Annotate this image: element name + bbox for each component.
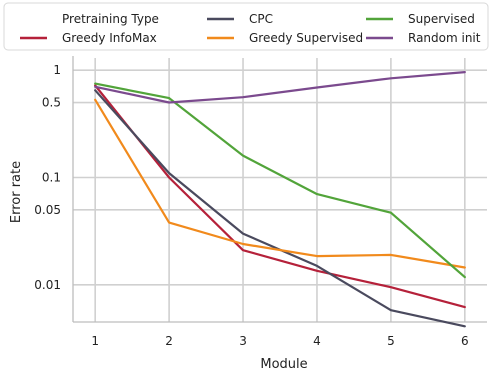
series-line-supervised — [94, 82, 466, 279]
x-tick-label: 3 — [239, 334, 247, 348]
y-tick-label: 1 — [53, 63, 61, 77]
x-axis-title: Module — [260, 357, 307, 372]
x-tick-label: 2 — [165, 334, 173, 348]
series-lines — [94, 70, 466, 328]
legend-entry: Greedy InfoMax — [62, 31, 157, 45]
series-line-random-init — [94, 70, 466, 104]
legend-entry: CPC — [249, 12, 273, 26]
legend-entry: Greedy Supervised — [249, 31, 363, 45]
y-axis-title: Error rate — [9, 161, 24, 223]
legend-title: Pretraining Type — [62, 12, 159, 26]
series-line-greedy-supervised — [94, 98, 466, 269]
x-tick-label: 1 — [91, 334, 99, 348]
legend-entry: Random init — [408, 31, 481, 45]
x-tick-label: 5 — [387, 334, 395, 348]
legend-entry: Supervised — [408, 12, 475, 26]
y-tick-label: 0.5 — [42, 96, 61, 110]
series-line-greedy-infomax — [94, 84, 466, 309]
tick-labels: 1 2 3 4 5 6 1 0.5 0.1 0.05 0.01 — [34, 63, 468, 348]
x-tick-label: 6 — [461, 334, 469, 348]
y-tick-label: 0.01 — [34, 278, 61, 292]
series-line-cpc — [94, 89, 466, 328]
legend: Pretraining Type Greedy InfoMax CPC Greedy … — [3, 2, 489, 51]
grid — [73, 58, 487, 322]
y-tick-label: 0.05 — [34, 203, 61, 217]
y-tick-label: 0.1 — [42, 171, 61, 185]
x-tick-label: 4 — [313, 334, 321, 348]
axes — [72, 56, 487, 323]
